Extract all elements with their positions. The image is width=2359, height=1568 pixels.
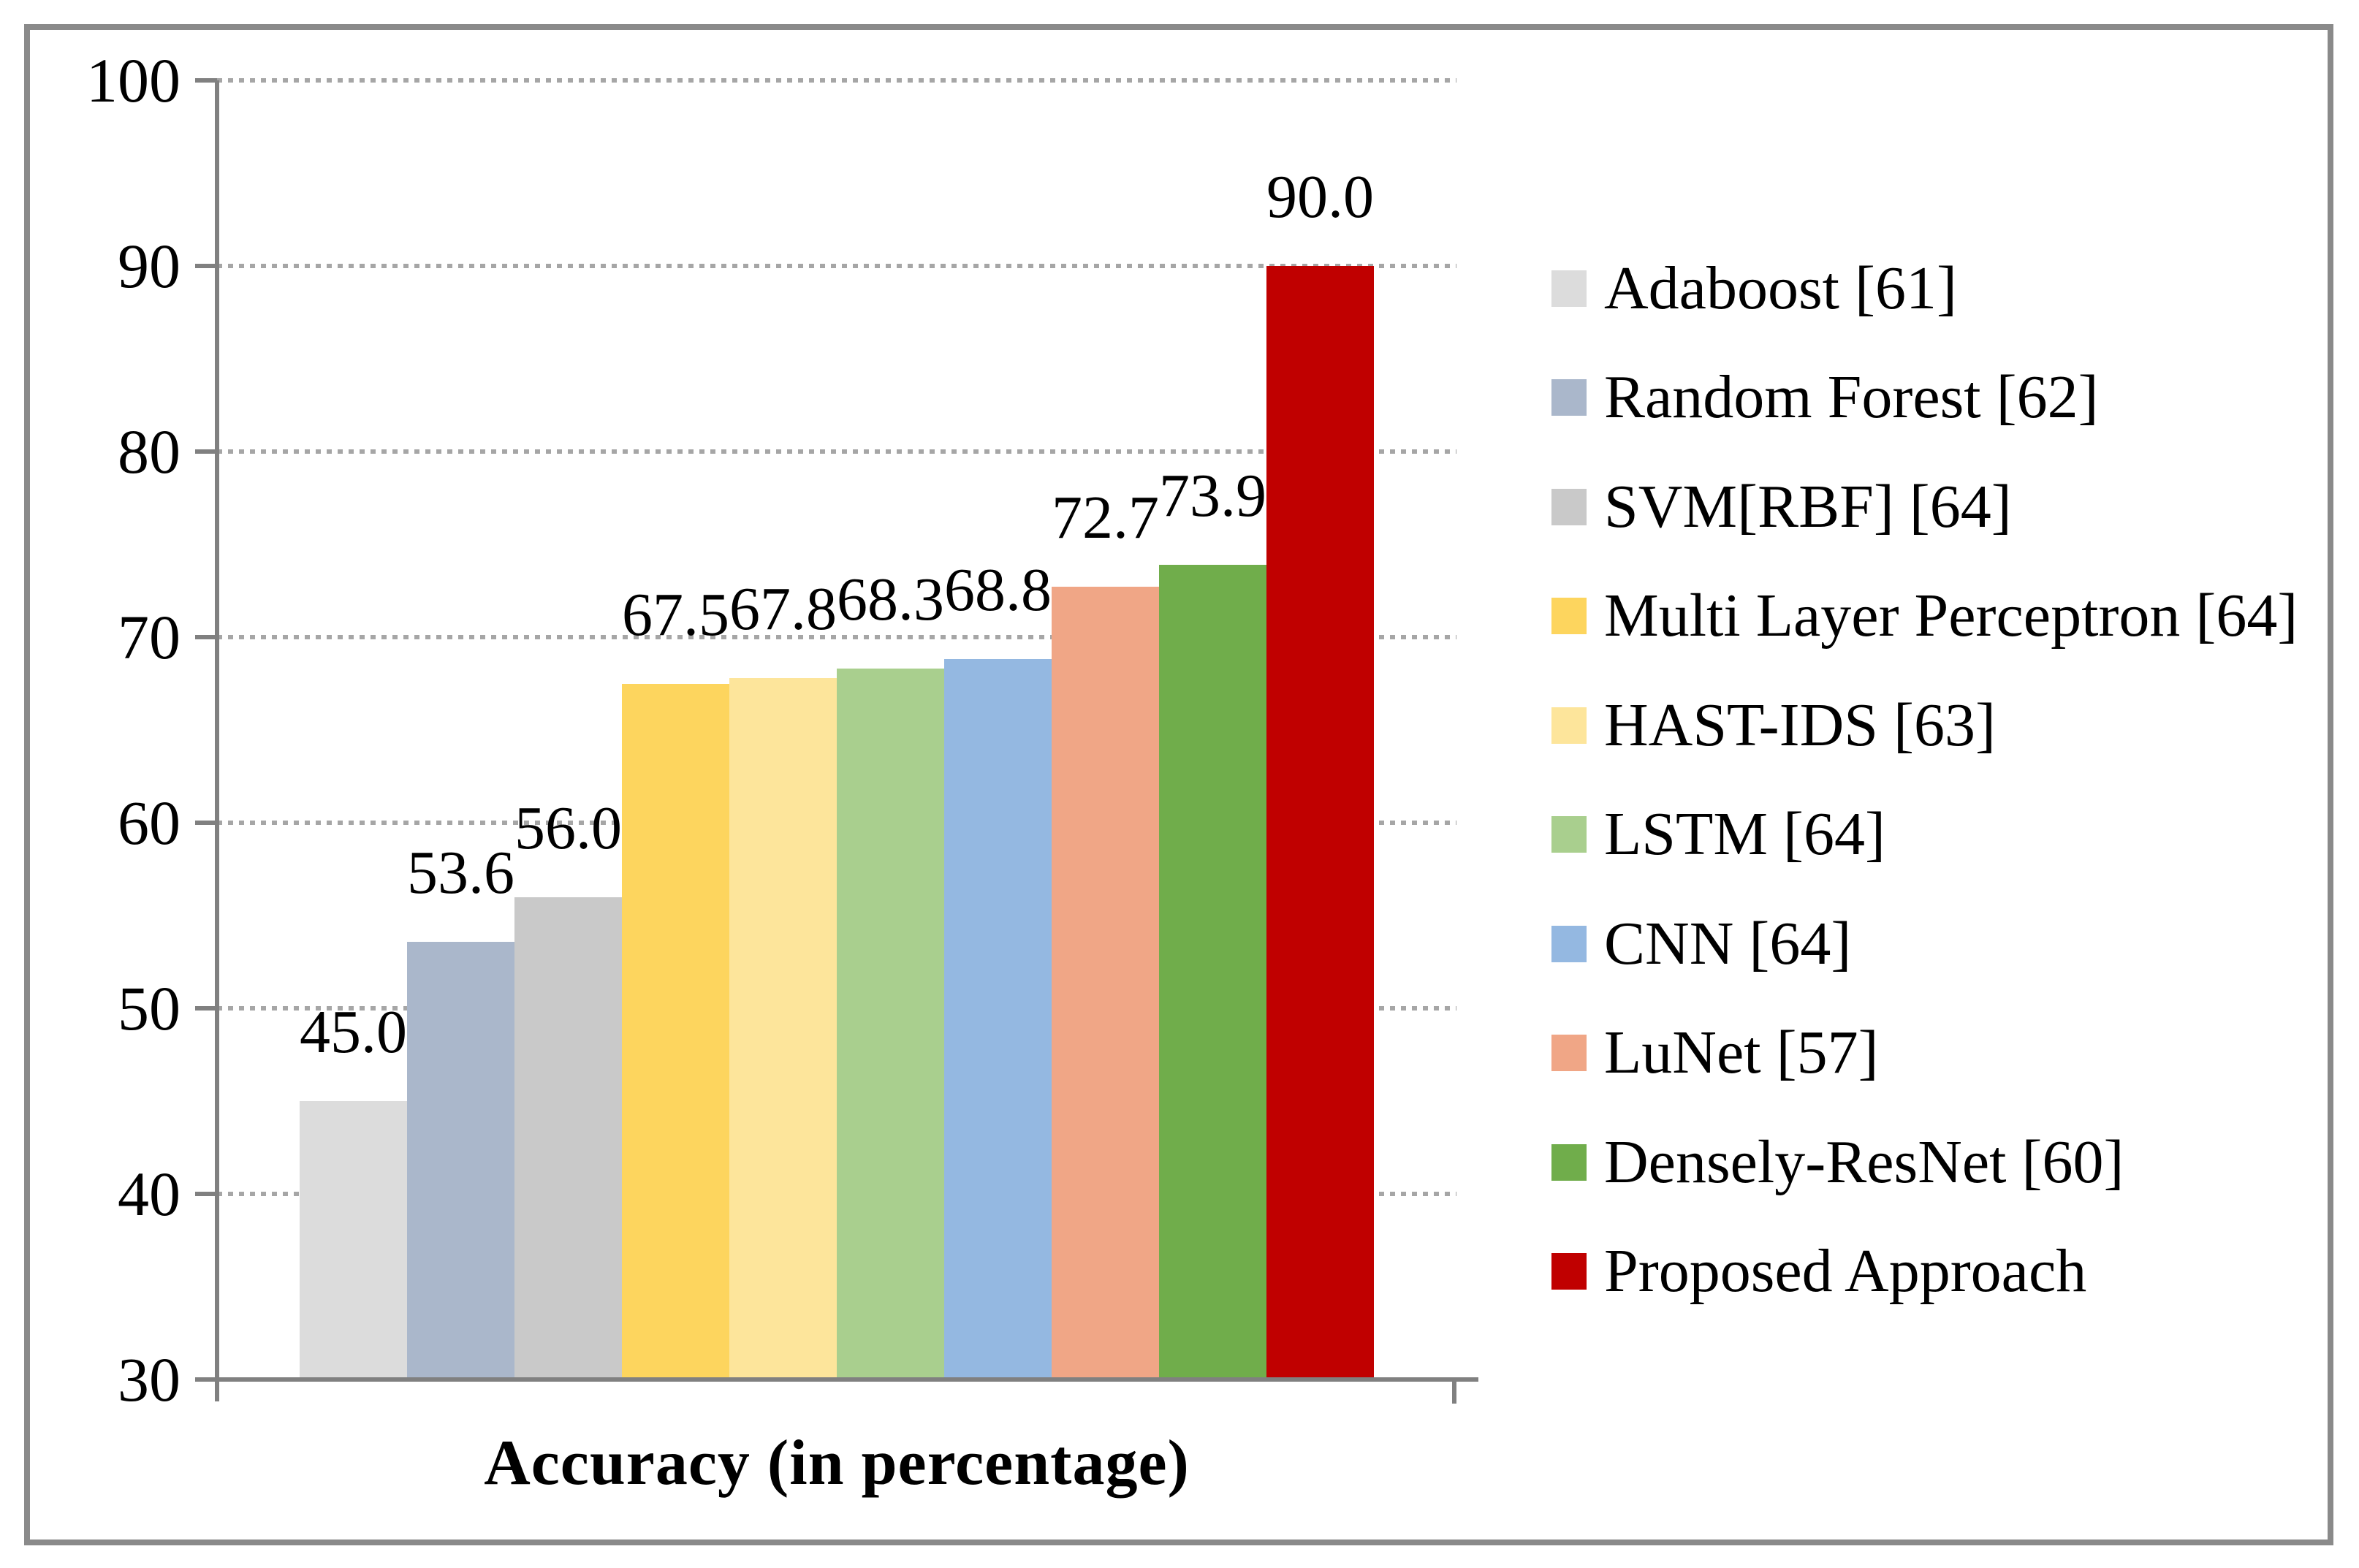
legend-swatch-6 (1551, 926, 1587, 962)
y-tick-label-60: 60 (118, 788, 181, 858)
legend-label-7: LuNet [57] (1604, 1019, 1879, 1086)
bar-4 (729, 677, 837, 1379)
legend-swatch-8 (1551, 1144, 1587, 1181)
x-axis-title: Accuracy (in percentage) (484, 1428, 1190, 1499)
bar-value-label-4: 67.8 (729, 574, 837, 643)
legend-swatch-2 (1551, 489, 1587, 525)
gridline-80 (217, 449, 1456, 454)
x-axis-end-tick (1452, 1379, 1456, 1404)
bar-0 (300, 1101, 407, 1379)
bar-value-label-2: 56.0 (514, 793, 622, 862)
gridline-100 (217, 78, 1456, 83)
legend-swatch-9 (1551, 1253, 1587, 1290)
legend-swatch-1 (1551, 379, 1587, 416)
y-tick-label-80: 80 (118, 416, 181, 487)
y-tick-mark-50 (195, 1006, 217, 1011)
bar-6 (944, 659, 1052, 1379)
y-axis-line (215, 80, 219, 1401)
bar-3 (622, 683, 729, 1379)
legend-label-2: SVM[RBF] [64] (1604, 473, 2012, 541)
bar-value-label-9: 90.0 (1266, 163, 1374, 231)
plot-area: 45.0 53.6 56.0 67.5 67.8 68.3 68.8 72.7 73.9 90.0 (195, 78, 1478, 1404)
bar-value-label-8: 73.9 (1159, 461, 1266, 530)
bar-value-label-3: 67.5 (622, 580, 729, 649)
legend-swatch-3 (1551, 598, 1587, 634)
y-tick-label-30: 30 (118, 1344, 181, 1415)
legend-swatch-7 (1551, 1035, 1587, 1071)
legend-label-3: Multi Layer Perceptron [64] (1604, 582, 2298, 650)
bar-value-label-6: 68.8 (944, 556, 1052, 625)
bar-value-label-7: 72.7 (1052, 484, 1159, 552)
legend-label-0: Adaboost [61] (1604, 254, 1957, 322)
legend-swatch-5 (1551, 816, 1587, 853)
bar-value-label-1: 53.6 (407, 838, 514, 907)
y-tick-mark-40 (195, 1192, 217, 1196)
legend-label-6: CNN [64] (1604, 910, 1852, 978)
y-tick-label-70: 70 (118, 602, 181, 672)
bar-value-label-5: 68.3 (837, 566, 944, 634)
x-axis-line (195, 1377, 1478, 1382)
bar-5 (837, 669, 944, 1379)
gridline-70 (217, 635, 1456, 639)
y-tick-label-100: 100 (86, 45, 181, 115)
y-tick-mark-60 (195, 821, 217, 825)
legend-swatch-4 (1551, 707, 1587, 744)
bar-7 (1052, 587, 1159, 1379)
y-tick-label-50: 50 (118, 973, 181, 1043)
bar-8 (1159, 564, 1266, 1379)
legend-label-9: Proposed Approach (1604, 1237, 2087, 1305)
gridline-90 (217, 264, 1456, 268)
bar-value-label-0: 45.0 (300, 998, 407, 1066)
y-tick-mark-80 (195, 449, 217, 454)
bar-1 (407, 941, 514, 1379)
legend-label-4: HAST-IDS [63] (1604, 691, 1996, 759)
bar-2 (514, 897, 622, 1379)
y-tick-label-90: 90 (118, 231, 181, 301)
y-tick-mark-90 (195, 264, 217, 268)
legend-label-8: Densely-ResNet [60] (1604, 1128, 2124, 1196)
legend-swatch-0 (1551, 270, 1587, 307)
y-tick-label-40: 40 (118, 1159, 181, 1229)
y-tick-mark-70 (195, 635, 217, 639)
y-tick-mark-100 (195, 78, 217, 83)
bar-9 (1266, 266, 1374, 1379)
legend-label-5: LSTM [64] (1604, 800, 1885, 868)
legend-label-1: Random Forest [62] (1604, 363, 2099, 431)
